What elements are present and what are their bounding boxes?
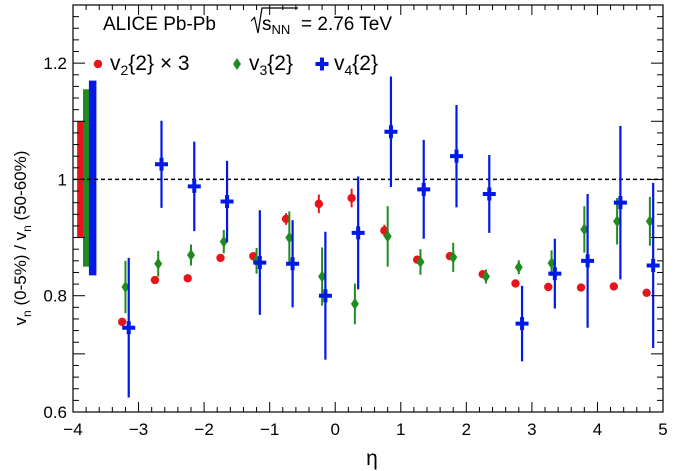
y-tick-label: 0.6 bbox=[43, 403, 67, 422]
title-energy: = 2.76 TeV bbox=[301, 14, 392, 35]
point-circle bbox=[216, 253, 225, 263]
point-diamond bbox=[547, 257, 556, 270]
point-circle bbox=[93, 59, 103, 69]
legend-item: v2{2} × 3 bbox=[93, 52, 190, 78]
point-circle bbox=[642, 288, 651, 298]
point-diamond bbox=[482, 270, 490, 283]
point-cross bbox=[646, 258, 660, 272]
sqrt-sign-icon bbox=[250, 7, 298, 34]
point-circle bbox=[609, 282, 619, 291]
systematic-band bbox=[88, 80, 97, 276]
point-cross bbox=[482, 187, 496, 201]
x-tick-label: 5 bbox=[658, 420, 667, 439]
point-cross bbox=[515, 317, 529, 331]
point-diamond bbox=[383, 230, 392, 243]
systematic-band bbox=[83, 89, 91, 267]
series-diamond bbox=[121, 196, 654, 325]
point-cross bbox=[220, 195, 234, 209]
point-diamond bbox=[350, 297, 359, 310]
point-diamond bbox=[645, 215, 654, 228]
point-cross bbox=[122, 321, 136, 335]
y-tick-label: 1 bbox=[58, 170, 67, 189]
point-diamond bbox=[233, 58, 241, 70]
point-circle bbox=[347, 193, 356, 203]
point-cross bbox=[581, 254, 595, 268]
x-tick-label: −1 bbox=[260, 420, 279, 439]
data-points bbox=[117, 76, 660, 398]
point-cross bbox=[318, 289, 332, 303]
legend-item: v3{2} bbox=[233, 52, 293, 78]
x-tick-label: 0 bbox=[330, 420, 339, 439]
point-diamond bbox=[154, 257, 163, 270]
legend-label: v2{2} × 3 bbox=[110, 52, 190, 78]
x-tick-label: 3 bbox=[527, 420, 536, 439]
legend-item: v4{2} bbox=[315, 52, 378, 78]
point-diamond bbox=[416, 255, 425, 268]
point-diamond bbox=[318, 270, 327, 283]
y-tick-label: 0.8 bbox=[43, 287, 67, 306]
point-circle bbox=[150, 275, 160, 285]
y-tick-label: 1.2 bbox=[43, 54, 67, 73]
point-circle bbox=[544, 282, 553, 292]
legend-label: v3{2} bbox=[249, 52, 293, 78]
point-diamond bbox=[219, 235, 228, 248]
x-tick-label: −2 bbox=[194, 420, 213, 439]
point-diamond bbox=[613, 215, 622, 228]
point-circle bbox=[576, 283, 586, 292]
x-tick-label: 2 bbox=[462, 420, 471, 439]
point-cross bbox=[315, 57, 329, 71]
point-diamond bbox=[121, 280, 130, 293]
plot-frame bbox=[72, 4, 664, 413]
point-circle bbox=[511, 279, 520, 288]
point-circle bbox=[117, 317, 127, 327]
series-cross bbox=[122, 76, 660, 398]
point-cross bbox=[253, 256, 267, 270]
chart-title: ALICE Pb-Pb sNN = 2.76 TeV bbox=[103, 7, 392, 37]
point-cross bbox=[384, 125, 398, 139]
point-cross bbox=[450, 149, 463, 163]
point-circle bbox=[314, 199, 324, 209]
series-circle bbox=[117, 188, 651, 327]
point-circle bbox=[183, 274, 192, 283]
x-axis-label: η bbox=[366, 447, 378, 470]
legend: v2{2} × 3 v3{2} v4{2} bbox=[93, 52, 378, 78]
point-cross bbox=[187, 179, 201, 193]
point-cross bbox=[613, 196, 627, 210]
point-cross bbox=[417, 182, 431, 196]
point-cross bbox=[351, 226, 365, 240]
point-diamond bbox=[449, 251, 458, 264]
point-diamond bbox=[580, 223, 589, 236]
axis-ticks: −4 −3 −2 −1 0 1 2 3 4 5 0.6 0.8 1 1.2 bbox=[43, 4, 668, 439]
x-tick-label: 4 bbox=[593, 420, 602, 439]
title-sqrt-s: sNN bbox=[262, 14, 290, 37]
legend-label: v4{2} bbox=[334, 52, 378, 78]
systematic-bands bbox=[77, 80, 97, 276]
point-cross bbox=[548, 267, 562, 281]
title-experiment: ALICE Pb-Pb bbox=[103, 14, 216, 35]
x-tick-label: −4 bbox=[63, 420, 82, 439]
y-axis-label: vn (0-5%) / vn (50-60%) bbox=[11, 151, 34, 326]
point-diamond bbox=[514, 261, 523, 274]
x-tick-label: 1 bbox=[396, 420, 405, 439]
point-cross bbox=[155, 157, 168, 171]
point-diamond bbox=[187, 249, 195, 262]
point-cross bbox=[286, 257, 300, 271]
point-circle bbox=[281, 214, 291, 224]
point-diamond bbox=[285, 231, 294, 244]
x-tick-label: −3 bbox=[129, 420, 148, 439]
